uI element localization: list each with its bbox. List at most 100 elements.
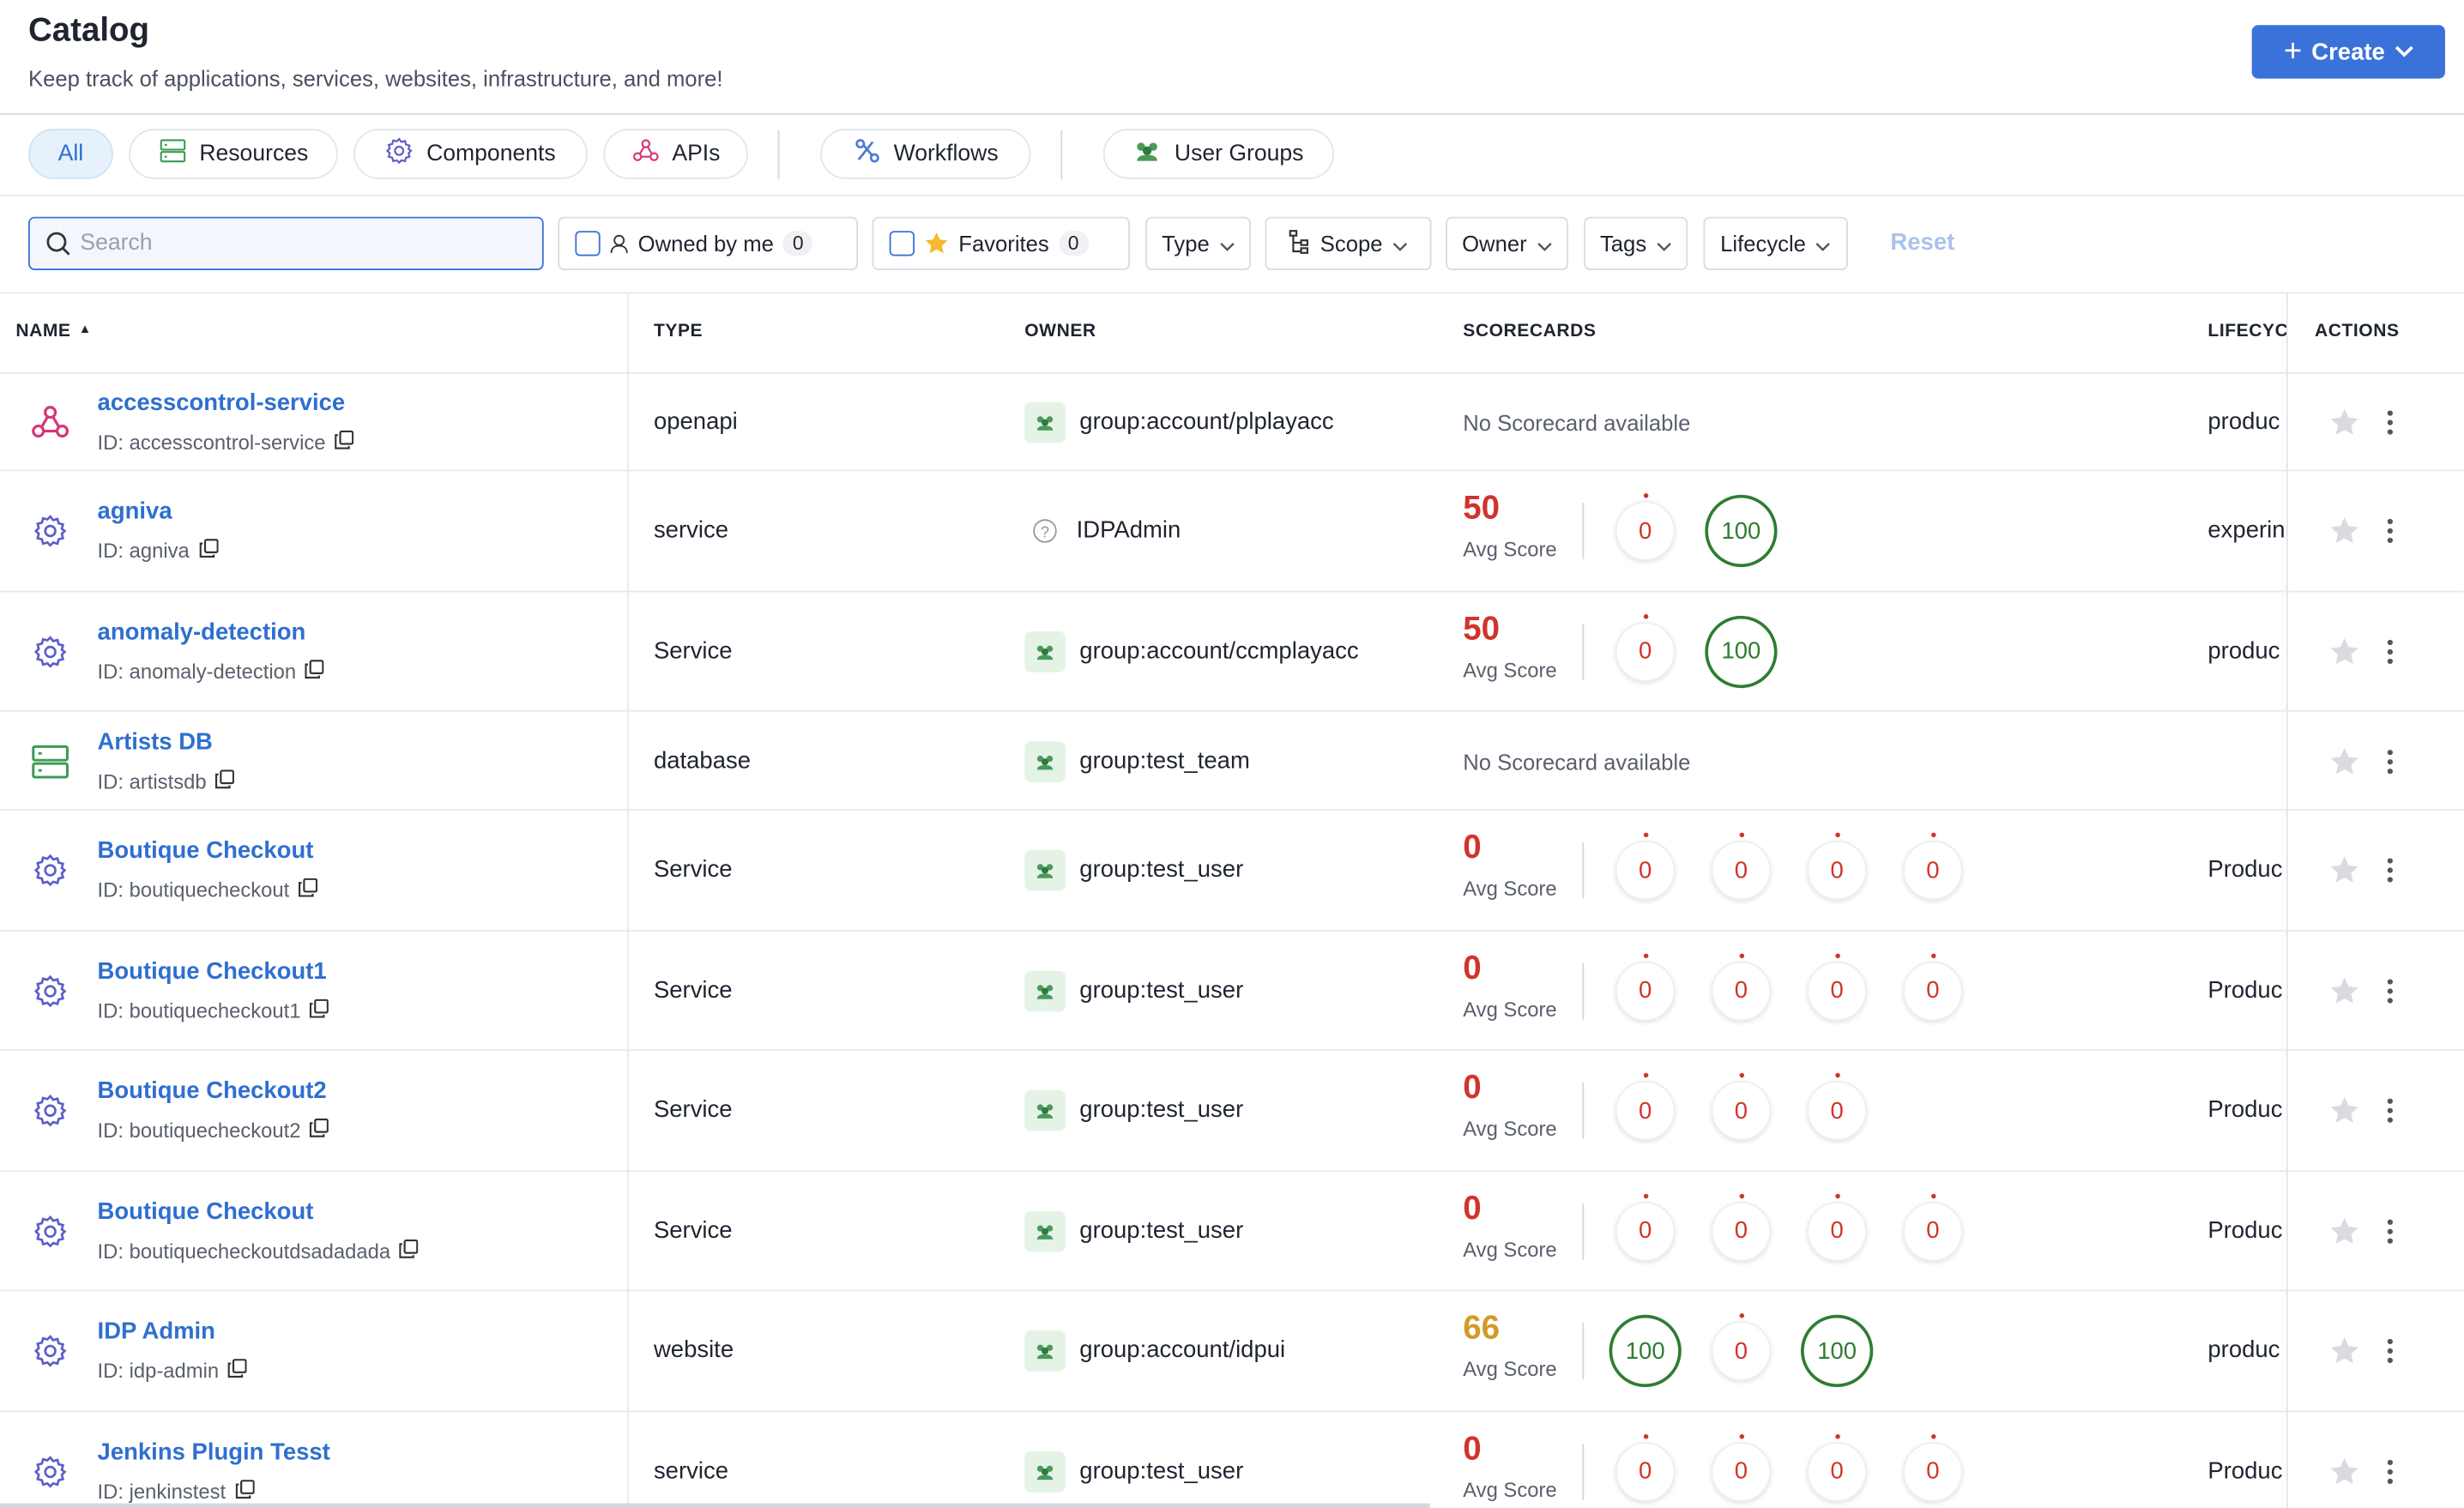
checkbox[interactable] [575,231,601,256]
owner-name[interactable]: group:test_user [1079,856,1244,884]
score-ring[interactable]: 0 [1615,1201,1676,1262]
favorite-star[interactable] [2328,636,2360,675]
more-menu[interactable] [2385,637,2395,673]
favorite-star[interactable] [2328,1336,2360,1375]
entity-name[interactable]: Boutique Checkout [97,1197,314,1225]
create-button[interactable]: + Create [2251,25,2445,79]
more-menu[interactable] [2385,407,2395,443]
entity-name[interactable]: agniva [97,498,172,526]
tab[interactable]: Resources [129,129,338,179]
entity-name[interactable]: Boutique Checkout2 [97,1077,327,1105]
copy-icon[interactable] [310,998,329,1022]
copy-icon[interactable] [215,769,235,792]
owner-icon-svg [1036,864,1054,879]
reset-button[interactable]: Reset [1890,229,1955,256]
favorite-star[interactable] [2328,1215,2360,1255]
owned-filter[interactable]: Owned by me 0 [558,216,859,270]
chevron [1219,231,1235,256]
column-label: TYPE [653,322,704,341]
more-menu[interactable] [2385,1457,2395,1493]
tab[interactable]: Workflows [820,129,1031,179]
tab[interactable]: Components [353,129,589,179]
owner-name[interactable]: group:test_user [1079,1457,1244,1485]
score-ring[interactable]: 0 [1807,961,1867,1021]
copy-icon[interactable] [198,539,218,563]
score-ring[interactable]: 0 [1903,1441,1963,1502]
score-ring[interactable]: 0 [1615,841,1676,901]
score-ring[interactable]: 0 [1615,1441,1676,1502]
score-ring[interactable]: 100 [1705,495,1778,568]
score-ring[interactable]: 0 [1615,961,1676,1021]
score-ring[interactable]: 0 [1807,841,1867,901]
dropdown[interactable]: Scope [1265,216,1432,270]
owner-name[interactable]: group:account/idpui [1079,1336,1286,1365]
copy-icon[interactable] [305,659,325,683]
score-ring[interactable]: 0 [1711,1201,1772,1262]
table-row [0,811,2464,932]
more-menu[interactable] [2385,977,2395,1013]
entity-name[interactable]: accesscontrol-service [97,389,346,416]
copy-icon[interactable] [400,1239,420,1262]
score-ring[interactable]: 0 [1711,1321,1772,1382]
dropdown[interactable]: Lifecycle [1703,216,1848,270]
score-ring[interactable]: 0 [1615,621,1676,682]
tab[interactable]: User Groups [1102,129,1335,179]
score-ring[interactable]: 0 [1807,1441,1867,1502]
score-ring[interactable]: 0 [1711,1441,1772,1502]
favorite-star[interactable] [2328,855,2360,895]
copy-icon[interactable] [310,1119,329,1142]
score-ring[interactable]: 0 [1711,1081,1772,1141]
score-ring[interactable]: 0 [1903,841,1963,901]
more-menu[interactable] [2385,857,2395,893]
score-ring[interactable]: 100 [1801,1315,1874,1388]
column-header[interactable]: NAME ▲ [15,322,91,341]
tab[interactable]: APIs [603,129,748,179]
score-ring[interactable]: 0 [1711,961,1772,1021]
more-menu[interactable] [2385,1097,2395,1133]
owner-name[interactable]: group:test_user [1079,976,1244,1004]
favorite-star[interactable] [2328,745,2360,785]
favorite-star[interactable] [2328,516,2360,555]
owner-name[interactable]: group:test_user [1079,1096,1244,1124]
favorite-star[interactable] [2328,1456,2360,1495]
score-ring[interactable]: 0 [1903,961,1963,1021]
entity-name[interactable]: anomaly-detection [97,618,306,646]
dropdown[interactable]: Type [1145,216,1251,270]
more-menu[interactable] [2385,1337,2395,1373]
copy-icon[interactable] [335,429,354,453]
copy-icon[interactable] [299,878,318,902]
score-ring[interactable]: 100 [1705,615,1778,688]
search-box[interactable]: Search [27,216,544,270]
more-menu[interactable] [2385,517,2395,553]
favorite-star[interactable] [2328,406,2360,445]
tab[interactable]: All [27,129,113,179]
dropdown[interactable]: Tags [1584,216,1688,270]
dropdown[interactable]: Owner [1446,216,1568,270]
entity-name[interactable]: Boutique Checkout1 [97,957,327,985]
copy-icon[interactable] [228,1359,248,1383]
owner-name[interactable]: group:test_user [1079,1216,1244,1244]
score-ring[interactable]: 0 [1615,501,1676,562]
owner-name[interactable]: group:test_team [1079,746,1250,774]
more-menu[interactable] [2385,747,2395,783]
entity-name[interactable]: Boutique Checkout [97,837,314,865]
score-ring[interactable]: 0 [1807,1201,1867,1262]
copy-icon-svg [310,1119,329,1138]
entity-name[interactable]: IDP Admin [97,1318,215,1346]
score-ring[interactable]: 100 [1609,1315,1682,1388]
entity-name[interactable]: Jenkins Plugin Tesst [97,1439,330,1466]
favorites-filter[interactable]: Favorites 0 [872,216,1130,270]
entity-name[interactable]: Artists DB [97,727,213,755]
checkbox[interactable] [889,231,915,256]
owner-name[interactable]: group:account/plplayacc [1079,407,1334,435]
score-ring[interactable]: 0 [1615,1081,1676,1141]
more-menu[interactable] [2385,1217,2395,1253]
copy-icon[interactable] [235,1479,255,1503]
owner-name[interactable]: group:account/ccmplayacc [1079,637,1359,665]
owner-name[interactable]: IDPAdmin [1076,516,1181,545]
favorite-star[interactable] [2328,1095,2360,1135]
score-ring[interactable]: 0 [1903,1201,1963,1262]
score-ring[interactable]: 0 [1807,1081,1867,1141]
score-ring[interactable]: 0 [1711,841,1772,901]
favorite-star[interactable] [2328,975,2360,1015]
